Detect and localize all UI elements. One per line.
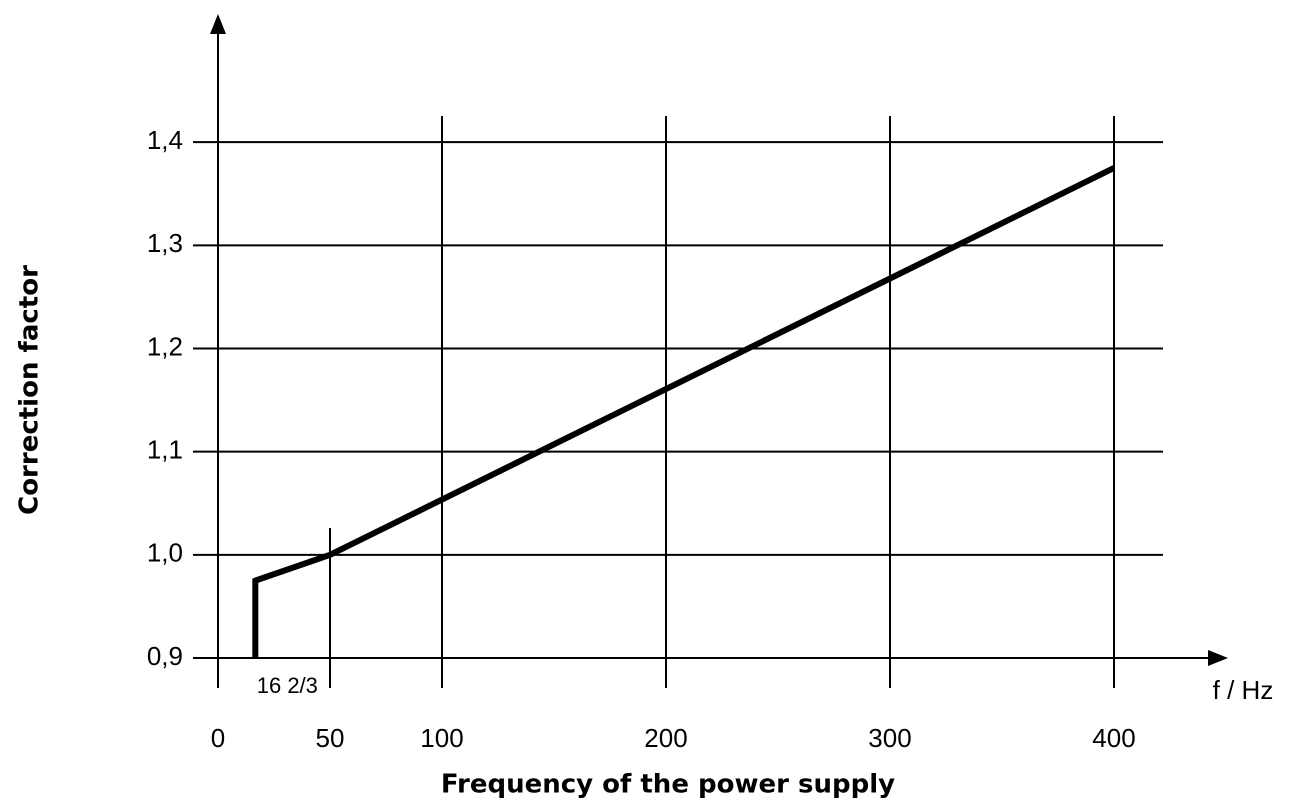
x-tick-label: 300 <box>868 723 911 753</box>
y-tick-label: 0,9 <box>147 641 183 671</box>
y-tick-label: 1,2 <box>147 331 183 361</box>
x-tick-label: 200 <box>644 723 687 753</box>
x-tick-label: 16 2/3 <box>257 673 318 698</box>
y-tick-label: 1,3 <box>147 228 183 258</box>
x-tick-label: 0 <box>211 723 225 753</box>
y-tick-label: 1,4 <box>147 125 183 155</box>
y-axis-title: Correction factor <box>15 265 45 515</box>
x-axis-arrow <box>1208 650 1228 666</box>
y-tick-label: 1,1 <box>147 435 183 465</box>
x-tick-label: 50 <box>316 723 345 753</box>
data-line <box>252 165 1116 658</box>
x-axis-unit: f / Hz <box>1213 675 1274 705</box>
y-axis-arrow <box>210 14 226 34</box>
y-tick-label: 1,0 <box>147 538 183 568</box>
x-axis-title: Frequency of the power supply <box>441 770 895 800</box>
x-tick-label: 100 <box>420 723 463 753</box>
x-tick-label: 400 <box>1092 723 1135 753</box>
